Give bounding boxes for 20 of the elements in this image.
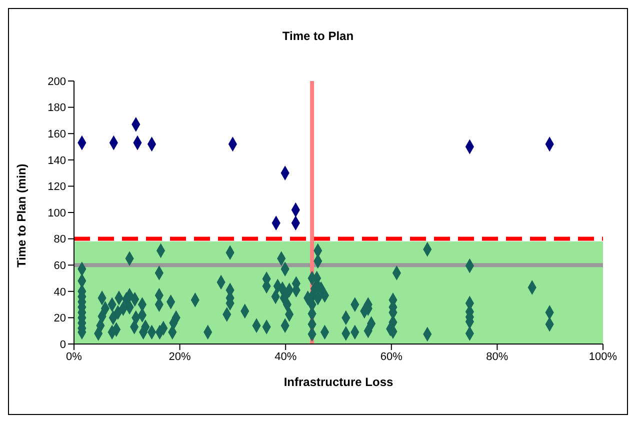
y-tick-label: 200 — [48, 76, 66, 88]
y-tick-label: 20 — [54, 312, 66, 325]
y-tick-label: 40 — [54, 286, 66, 298]
y-tick-label: 60 — [54, 260, 66, 272]
x-tick-label: 0% — [66, 350, 82, 363]
y-tick-label: 180 — [48, 102, 66, 114]
y-tick-label: 0 — [60, 338, 66, 351]
x-tick-label: 80% — [486, 350, 508, 363]
x-tick-label: 40% — [274, 350, 297, 363]
y-tick-label: 160 — [48, 128, 66, 141]
y-tick-label: 120 — [48, 181, 66, 194]
x-tick-label: 20% — [168, 350, 192, 363]
y-tick-label: 140 — [48, 154, 66, 167]
y-tick-label: 80 — [54, 234, 66, 246]
chart-title: Time to Plan — [281, 29, 355, 43]
y-axis-title: Time to Plan (min) — [14, 164, 28, 268]
x-tick-label: 60% — [380, 350, 403, 363]
y-tick-label: 100 — [48, 207, 66, 220]
x-tick-label: 100% — [588, 350, 618, 363]
x-axis-title: Infrastructure Loss — [284, 375, 394, 389]
